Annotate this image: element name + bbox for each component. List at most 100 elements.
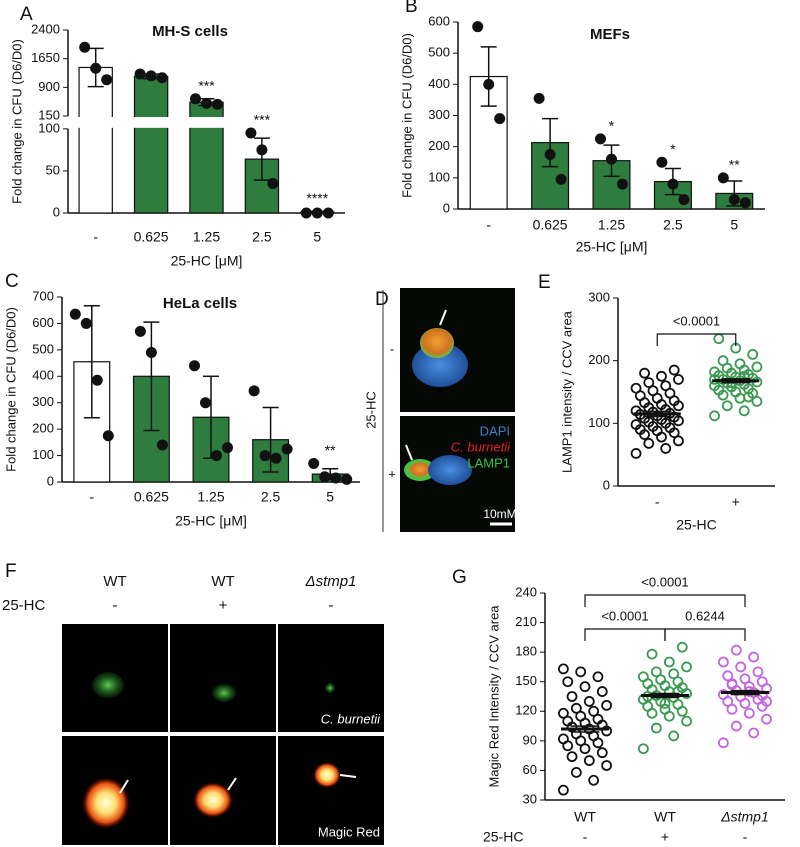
p-value: <0.0001 — [641, 574, 688, 589]
condition-label: + — [388, 466, 396, 481]
data-point — [646, 648, 658, 660]
data-point — [643, 437, 655, 449]
x-row-label: - — [583, 829, 588, 845]
column-label: WT — [103, 573, 126, 590]
arrow — [405, 444, 413, 461]
data-point — [756, 676, 768, 688]
x-tick-label: - — [655, 494, 660, 510]
column-label: WT — [211, 573, 234, 590]
data-point — [743, 707, 755, 719]
p-value: <0.0001 — [601, 608, 648, 623]
data-point — [747, 348, 759, 360]
data-point — [555, 173, 567, 185]
data-point — [728, 194, 740, 206]
vacuole — [409, 462, 431, 478]
x-tick-label: 0.625 — [533, 217, 568, 233]
scale-label: 10mM — [483, 507, 516, 521]
data-point — [101, 74, 113, 86]
y-tick-label: 300 — [588, 289, 610, 304]
significance: ** — [729, 157, 740, 173]
arrow — [227, 777, 237, 791]
arrow — [339, 774, 357, 778]
x-tick-label: Δstmp1 — [720, 809, 769, 825]
data-point — [668, 668, 680, 680]
data-point — [756, 690, 768, 701]
data-point — [748, 651, 760, 663]
data-point — [319, 471, 331, 483]
data-point — [259, 450, 271, 462]
x-tick-label: WT — [654, 809, 676, 825]
vacuole — [82, 777, 130, 829]
data-point — [739, 673, 751, 685]
data-point — [270, 452, 282, 464]
comparison-bracket — [584, 594, 746, 607]
y-tick-label: 150 — [515, 673, 537, 688]
y-tick-label: 120 — [515, 703, 537, 718]
data-point — [245, 127, 257, 139]
chart-title: MH-S cells — [152, 23, 228, 40]
data-point — [718, 656, 729, 668]
data-point — [726, 703, 738, 715]
data-point — [761, 713, 772, 725]
data-point — [80, 317, 92, 329]
significance: * — [670, 141, 676, 157]
x-tick-label: 5 — [326, 489, 334, 505]
data-point — [681, 661, 692, 673]
data-point — [579, 743, 591, 755]
y-tick-label: 0 — [443, 200, 450, 215]
y-tick-label: 150 — [38, 107, 60, 122]
vacuole — [92, 672, 124, 698]
data-point — [638, 743, 649, 755]
data-point — [562, 676, 574, 688]
data-point — [656, 370, 667, 382]
data-point — [667, 178, 679, 190]
micrograph — [278, 624, 384, 732]
y-tick-label: 210 — [515, 614, 537, 629]
micrograph — [278, 736, 384, 845]
data-point — [751, 361, 763, 373]
panel-label: A — [20, 4, 33, 25]
data-point — [69, 308, 81, 320]
data-point — [558, 707, 569, 719]
data-point — [743, 391, 754, 403]
y-tick-label: 180 — [515, 644, 537, 659]
data-point — [722, 670, 734, 682]
data-point — [709, 366, 720, 378]
data-point — [656, 156, 668, 168]
data-point — [79, 41, 91, 53]
panel-label: B — [405, 0, 418, 17]
x-axis-label: 25-HC — [676, 517, 716, 533]
data-point — [592, 713, 604, 725]
treatment-label: - — [113, 597, 118, 614]
x-axis-label: 25-HC [μM] — [175, 513, 247, 529]
data-point — [190, 93, 201, 105]
data-point — [647, 385, 659, 397]
y-axis-label: LAMP1 intensity / CCV area — [559, 310, 574, 473]
data-point — [709, 410, 720, 422]
x-tick-label: WT — [574, 809, 596, 825]
chart-title: HeLa cells — [163, 295, 237, 312]
data-point — [330, 472, 342, 484]
p-value: 0.6244 — [685, 608, 725, 623]
y-tick-label: 500 — [428, 45, 450, 60]
data-point — [145, 70, 157, 82]
channel-label: C. burnetii — [321, 711, 381, 726]
y-tick-label: 240 — [515, 584, 537, 599]
arrow — [439, 309, 447, 326]
y-tick-label: 100 — [38, 120, 60, 135]
panel-label: F — [5, 561, 17, 582]
data-point — [558, 784, 569, 796]
data-point — [673, 374, 684, 385]
x-tick-label: 0.625 — [134, 229, 169, 245]
x-tick-label: 0.625 — [134, 489, 169, 505]
y-tick-label: 600 — [32, 315, 54, 330]
data-point — [592, 671, 604, 683]
significance: *** — [198, 77, 215, 93]
y-tick-label: 600 — [428, 13, 450, 28]
data-point — [668, 364, 680, 376]
x-tick-label: - — [486, 217, 491, 233]
x-tick-label: 2.5 — [261, 489, 281, 505]
data-point — [630, 448, 642, 459]
data-point — [659, 703, 671, 715]
